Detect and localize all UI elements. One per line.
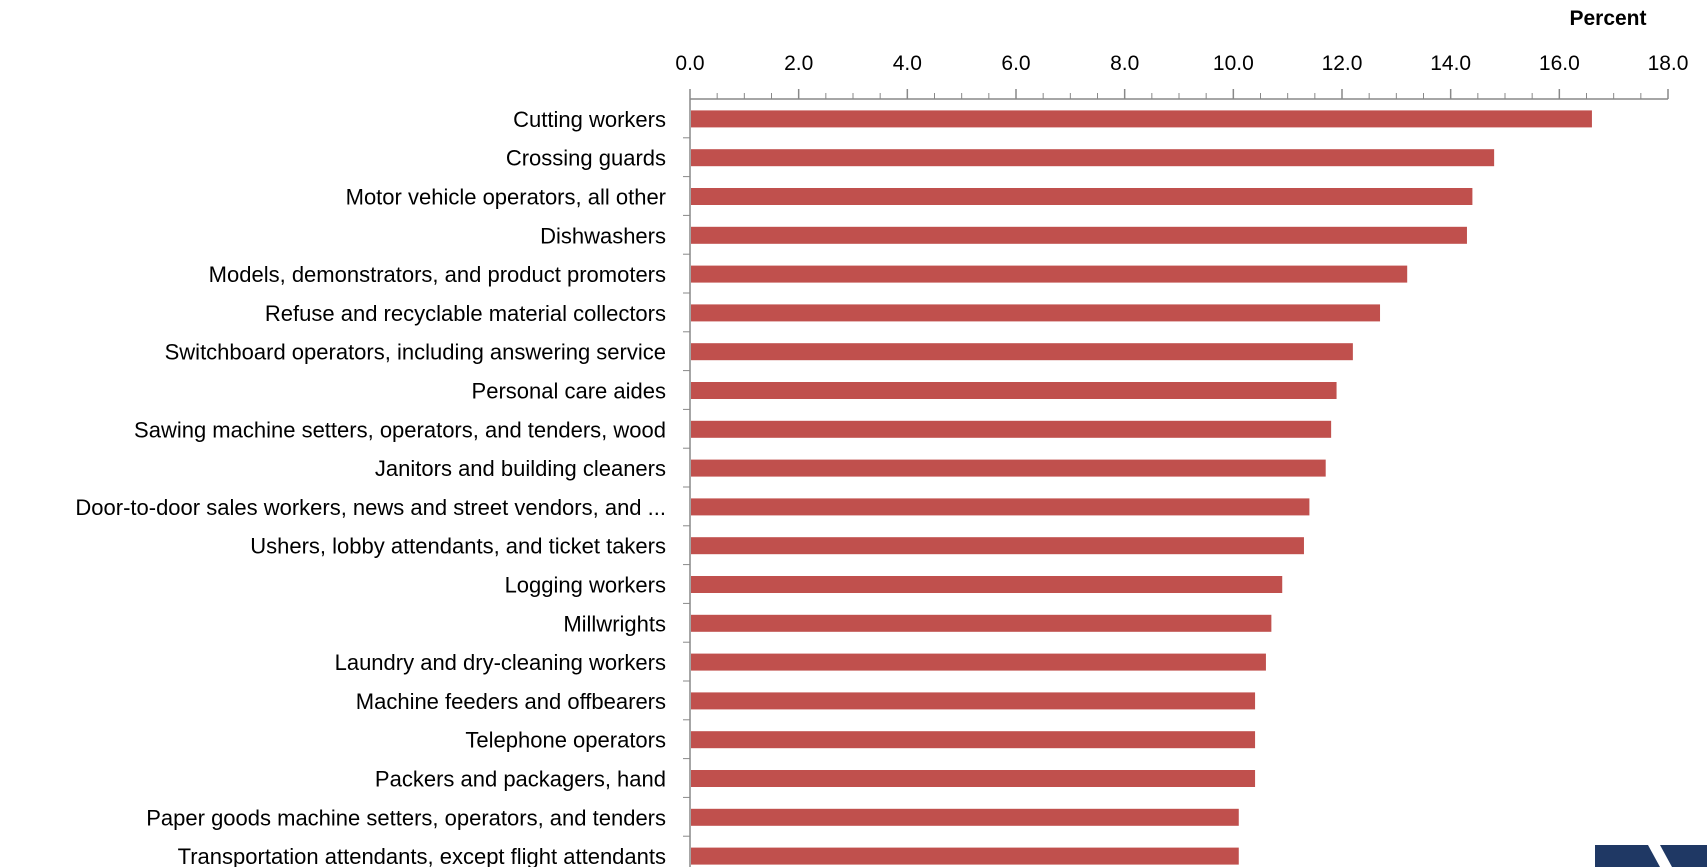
bar — [691, 420, 1332, 438]
bar — [691, 498, 1310, 516]
bar — [691, 459, 1326, 477]
bar — [691, 808, 1239, 826]
bar — [691, 188, 1473, 205]
category-label: Transportation attendants, except flight… — [178, 844, 666, 867]
bar — [691, 149, 1495, 167]
category-label: Personal care aides — [472, 379, 666, 404]
category-label: Laundry and dry-cleaning workers — [335, 650, 666, 675]
axis-unit-label: Percent — [1569, 7, 1646, 30]
category-label: Dishwashers — [540, 223, 666, 248]
bar — [691, 110, 1592, 128]
bars — [691, 110, 1592, 865]
x-tick-label: 8.0 — [1110, 52, 1139, 75]
bar — [691, 226, 1467, 244]
logo-mark — [1595, 845, 1707, 867]
logo-mark-shape — [1595, 845, 1707, 867]
category-label: Paper goods machine setters, operators, … — [146, 805, 666, 830]
bar — [691, 265, 1408, 283]
category-label: Janitors and building cleaners — [375, 456, 666, 481]
bar — [691, 343, 1353, 361]
logo-mark-accent — [1648, 845, 1672, 867]
category-label: Machine feeders and offbearers — [356, 689, 666, 714]
bar — [691, 692, 1256, 710]
x-tick-label: 18.0 — [1648, 52, 1689, 75]
bar — [691, 731, 1256, 749]
category-label: Crossing guards — [506, 146, 666, 171]
x-tick-label: 14.0 — [1430, 52, 1471, 75]
category-label: Telephone operators — [465, 728, 666, 753]
x-tick-label: 12.0 — [1322, 52, 1363, 75]
bar — [691, 576, 1283, 593]
x-tick-label: 10.0 — [1213, 52, 1254, 75]
category-label: Packers and packagers, hand — [375, 767, 666, 792]
category-label: Motor vehicle operators, all other — [346, 185, 666, 210]
category-label: Cutting workers — [513, 107, 666, 132]
x-tick-label: 4.0 — [893, 52, 922, 75]
category-label: Refuse and recyclable material collector… — [265, 301, 666, 326]
category-label: Door-to-door sales workers, news and str… — [75, 495, 666, 520]
x-axis: 0.0 2.0 4.0 6.0 8.0 10.0 12.0 14.0 16.0 18.0 — [675, 52, 1688, 867]
x-tick-label: 0.0 — [675, 52, 704, 75]
bar — [691, 304, 1381, 322]
bar — [691, 537, 1304, 555]
bar — [691, 847, 1239, 865]
category-label: Switchboard operators, including answeri… — [165, 340, 666, 365]
bar — [691, 382, 1337, 399]
category-label: Ushers, lobby attendants, and ticket tak… — [250, 534, 666, 559]
category-label: Millwrights — [563, 611, 666, 636]
bar — [691, 614, 1272, 632]
x-tick-label: 6.0 — [1001, 52, 1030, 75]
category-label: Logging workers — [505, 573, 666, 598]
category-label: Sawing machine setters, operators, and t… — [134, 417, 666, 442]
bar — [691, 653, 1266, 671]
bar — [691, 770, 1256, 787]
x-tick-label: 2.0 — [784, 52, 813, 75]
category-label: Models, demonstrators, and product promo… — [209, 262, 666, 287]
x-tick-label: 16.0 — [1539, 52, 1580, 75]
category-labels: Cutting workers Crossing guards Motor vehi… — [75, 107, 666, 867]
